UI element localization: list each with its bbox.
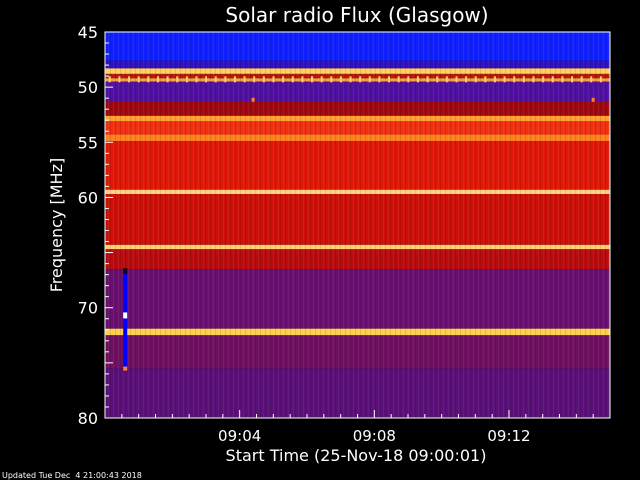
- radio-burst-top: [123, 268, 128, 275]
- interference-dash-21: [301, 76, 304, 83]
- y-tick-label: 55: [78, 133, 98, 152]
- y-axis-label: Frequency [MHz]: [47, 158, 66, 292]
- interference-dash-34: [426, 76, 429, 83]
- interference-dash-45: [532, 76, 535, 83]
- interference-dash-17: [262, 76, 265, 83]
- interference-dash-4: [137, 76, 140, 83]
- x-axis-label: Start Time (25-Nov-18 09:00:01): [226, 446, 487, 465]
- interference-dash-19: [282, 76, 285, 83]
- footer-updated-text: Updated Tue Dec 4 21:00:43 2018: [2, 471, 142, 480]
- interference-dash-39: [474, 76, 477, 83]
- interference-dash-20: [291, 76, 294, 83]
- interference-dash-11: [205, 76, 208, 83]
- y-tick-label: 50: [78, 78, 98, 97]
- interference-dash-6: [156, 76, 159, 83]
- x-tick-label: 09:12: [487, 427, 530, 445]
- spectrogram-marks: [108, 76, 602, 371]
- interference-dash-49: [570, 76, 573, 83]
- y-tick-label: 45: [78, 23, 98, 42]
- interference-dash-8: [176, 76, 179, 83]
- interference-dash-27: [359, 76, 362, 83]
- chart-title: Solar radio Flux (Glasgow): [225, 3, 488, 27]
- interference-dash-12: [214, 76, 217, 83]
- interference-dash-14: [233, 76, 236, 83]
- interference-dash-31: [397, 76, 400, 83]
- interference-dash-43: [513, 76, 516, 83]
- interference-dash-36: [445, 76, 448, 83]
- interference-dash-46: [542, 76, 545, 83]
- interference-dash-7: [166, 76, 169, 83]
- interference-dash-24: [330, 76, 333, 83]
- x-tick-label: 09:04: [218, 427, 261, 445]
- interference-dash-38: [465, 76, 468, 83]
- interference-dash-32: [407, 76, 410, 83]
- interference-dash-42: [503, 76, 506, 83]
- interference-dash-9: [185, 76, 188, 83]
- interference-dash-35: [436, 76, 439, 83]
- y-tick-label: 70: [78, 299, 98, 318]
- interference-dash-5: [147, 76, 150, 83]
- interference-dash-2: [118, 76, 121, 83]
- interference-dash-25: [339, 76, 342, 83]
- interference-dash-3: [128, 76, 131, 83]
- interference-dash-41: [493, 76, 496, 83]
- interference-dash-40: [484, 76, 487, 83]
- interference-dash-33: [416, 76, 419, 83]
- radio-burst: [123, 268, 128, 371]
- interference-dash-28: [368, 76, 371, 83]
- y-tick-label: 80: [78, 409, 98, 428]
- interference-dash-50: [580, 76, 583, 83]
- radio-burst-peak: [123, 312, 128, 319]
- axis-ticks: [105, 42, 594, 418]
- interference-dot-2: [591, 97, 595, 102]
- interference-dash-48: [561, 76, 564, 83]
- radio-burst-end: [123, 366, 128, 371]
- x-tick-label: 09:08: [353, 427, 396, 445]
- interference-dash-15: [243, 76, 246, 83]
- interference-dash-29: [378, 76, 381, 83]
- interference-dash-18: [272, 76, 275, 83]
- interference-dash-37: [455, 76, 458, 83]
- interference-dash-1: [108, 76, 111, 83]
- interference-dash-13: [224, 76, 227, 83]
- interference-dash-16: [253, 76, 256, 83]
- interference-dash-44: [522, 76, 525, 83]
- spectrogram-texture: [105, 32, 610, 418]
- interference-dash-26: [349, 76, 352, 83]
- interference-dot-1: [251, 97, 255, 102]
- y-tick-label: 60: [78, 188, 98, 207]
- interference-dash-30: [388, 76, 391, 83]
- interference-dash-22: [311, 76, 314, 83]
- interference-dash-47: [551, 76, 554, 83]
- interference-dash-52: [599, 76, 602, 83]
- interference-dash-10: [195, 76, 198, 83]
- interference-dash-23: [320, 76, 323, 83]
- interference-dash-51: [590, 76, 593, 83]
